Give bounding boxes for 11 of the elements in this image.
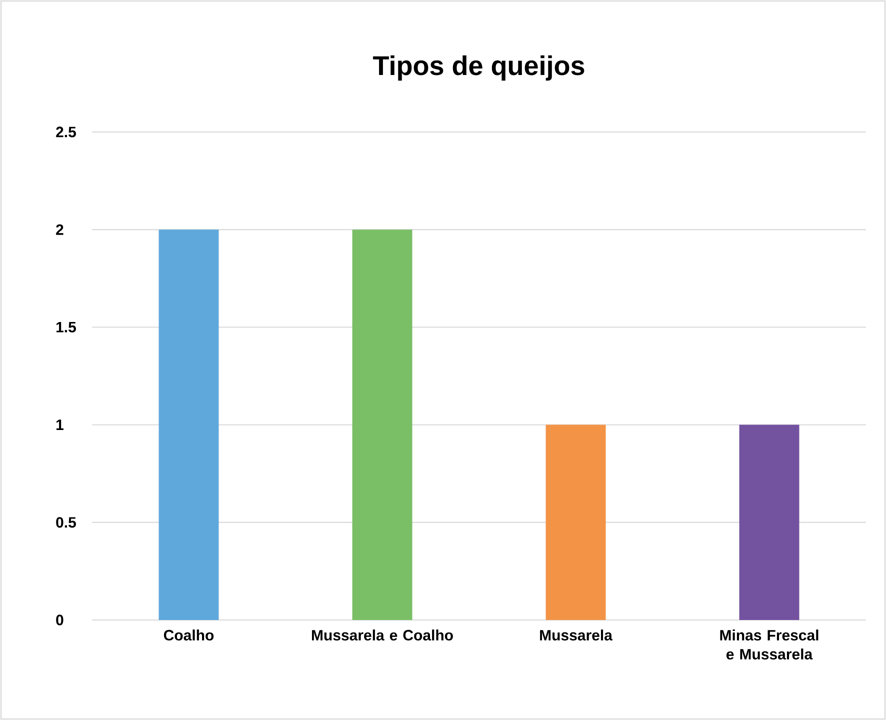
chart-title: Tipos de queijos <box>373 55 584 81</box>
y-tick-label: 0.5 <box>56 517 76 528</box>
x-tick-label: Mussarela <box>540 630 613 641</box>
y-tick-label: 1.5 <box>56 322 76 332</box>
y-tick-label: 2 <box>56 224 64 235</box>
x-tick-label: Minas Frescal e Mussarela <box>720 630 818 660</box>
x-tick-label: Mussarela e Coalho <box>312 630 453 641</box>
y-tick-label: 0 <box>56 614 64 626</box>
y-tick-label: 1 <box>56 420 64 430</box>
y-tick-label: 2.5 <box>56 126 76 138</box>
x-tick-label: Coalho <box>164 630 214 641</box>
